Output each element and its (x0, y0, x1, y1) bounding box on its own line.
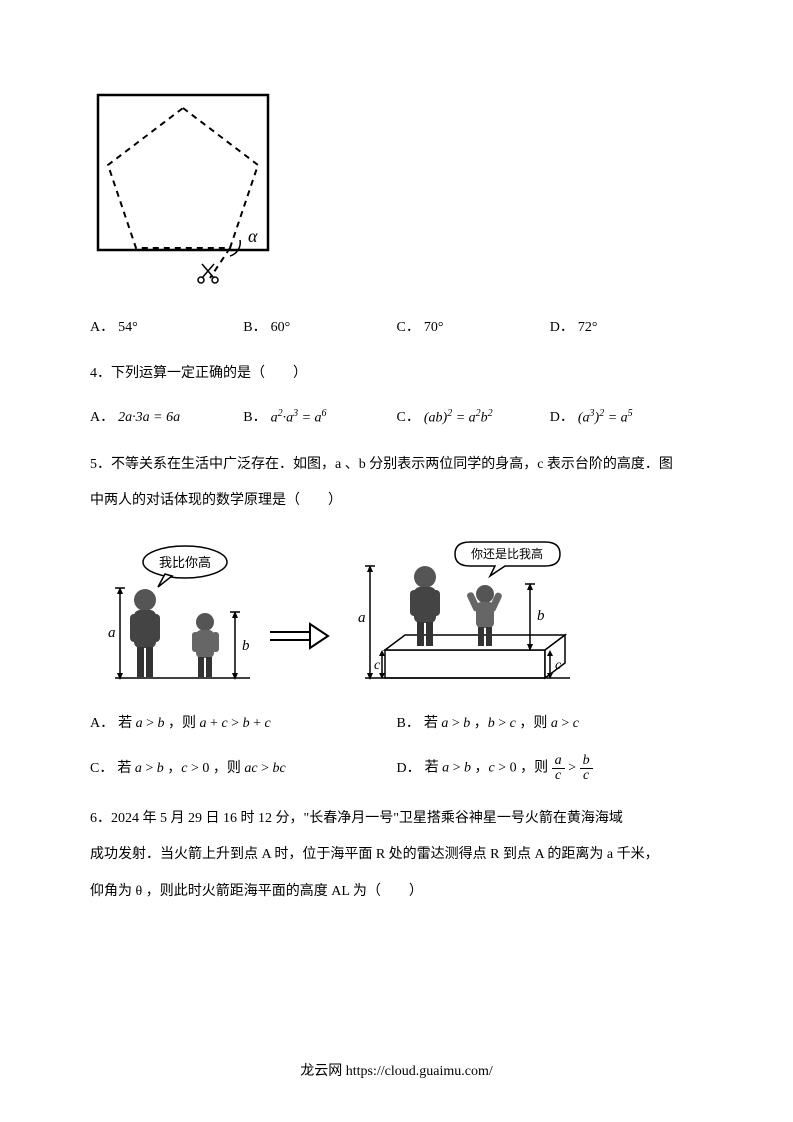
cut-line (210, 248, 230, 278)
tall-person-right (410, 566, 440, 646)
opt-prefix: B． (243, 317, 266, 338)
left-scene: 我比你高 (108, 546, 250, 680)
scissors-icon (198, 264, 218, 283)
opt-prefix: A． (90, 407, 114, 428)
short-person-left (192, 613, 219, 677)
label-a-left: a (108, 625, 116, 641)
opt-prefix: A． (90, 317, 114, 338)
opt-text: 若 a > b ，c > 0 ，则 a c > b c (425, 754, 593, 783)
q3-options: A． 54° B． 60° C． 70° D． 72° (90, 317, 703, 338)
q4-option-b: B． a2·a3 = a6 (243, 406, 396, 429)
opt-text: 若 a > b ，b > c ，则 a > c (424, 713, 579, 734)
label-c-left: c (374, 658, 381, 673)
opt-text: 若 a > b ，c > 0 ，则 ac > bc (117, 758, 285, 779)
q6-line2: 成功发射．当火箭上升到点 A 时，位于海平面 R 处的雷达测得点 R 到点 A … (90, 837, 703, 873)
opt-value: 72° (578, 317, 598, 338)
q4-option-a: A． 2a·3a = 6a (90, 406, 243, 429)
arrow-head-icon (232, 673, 238, 680)
opt-expr: a2·a3 = a6 (271, 406, 327, 429)
pentagon-figure: α (90, 90, 703, 297)
q5-option-a: A． 若 a > b ，则 a + c > b + c (90, 713, 397, 734)
q3-option-d: D． 72° (550, 317, 703, 338)
q4-option-d: D． (a3)2 = a5 (550, 406, 703, 429)
q4-options: A． 2a·3a = 6a B． a2·a3 = a6 C． (ab)2 = a… (90, 406, 703, 429)
label-c-right: c (555, 658, 562, 673)
q5-options: A． 若 a > b ，则 a + c > b + c B． 若 a > b ，… (90, 713, 703, 783)
pentagon-svg: α (90, 90, 280, 290)
q5-line2: 中两人的对话体现的数学原理是（ ） (90, 483, 703, 519)
q5-line1: 5．不等关系在生活中广泛存在．如图，a 、b 分别表示两位同学的身高，c 表示台… (90, 447, 703, 483)
opt-prefix: B． (243, 407, 266, 428)
q6-line3: 仰角为 θ ，则此时火箭距海平面的高度 AL 为（ ） (90, 874, 703, 910)
pentagon-dashed (108, 108, 258, 248)
opt-value: 54° (118, 317, 138, 338)
opt-value: 60° (271, 317, 291, 338)
q5-illustration: 我比你高 (90, 532, 703, 699)
implies-arrow-icon (270, 624, 328, 648)
opt-value: 70° (424, 317, 444, 338)
q4-text: 4．下列运算一定正确的是（ ） (90, 356, 703, 392)
label-a-right: a (358, 610, 366, 626)
q5-option-b: B． 若 a > b ，b > c ，则 a > c (397, 713, 704, 734)
opt-prefix: D． (550, 407, 574, 428)
fraction-b-c: b c (580, 754, 593, 783)
fraction-a-c: a c (552, 754, 565, 783)
square-outline (98, 95, 268, 250)
arrow-head-icon (117, 673, 123, 680)
platform (385, 635, 565, 678)
bubble-text-right: 你还是比我高 (471, 546, 543, 561)
opt-expr: 2a·3a = 6a (118, 407, 180, 428)
tall-person-left (130, 589, 160, 677)
q5-option-d: D． 若 a > b ，c > 0 ，则 a c > b c (397, 754, 704, 783)
label-b-right: b (537, 608, 545, 624)
angle-label: α (248, 226, 258, 246)
right-scene: 你还是比我高 (358, 542, 570, 680)
opt-prefix: C． (397, 407, 420, 428)
q3-option-c: C． 70° (397, 317, 550, 338)
q3-option-b: B． 60° (243, 317, 396, 338)
opt-prefix: B． (397, 713, 420, 734)
q3-option-a: A． 54° (90, 317, 243, 338)
label-b-left: b (242, 638, 250, 654)
opt-prefix: C． (397, 317, 420, 338)
opt-text: 若 a > b ，则 a + c > b + c (118, 713, 271, 734)
opt-prefix: A． (90, 713, 114, 734)
page-footer: 龙云网 https://cloud.guaimu.com/ (0, 1061, 793, 1082)
q6-line1: 6．2024 年 5 月 29 日 16 时 12 分，"长春净月一号"卫星搭乘… (90, 801, 703, 837)
q5-option-c: C． 若 a > b ，c > 0 ，则 ac > bc (90, 754, 397, 783)
opt-expr: (a3)2 = a5 (578, 406, 633, 429)
opt-expr: (ab)2 = a2b2 (424, 406, 493, 429)
bubble-tail-left (158, 574, 172, 587)
opt-prefix: D． (550, 317, 574, 338)
opt-prefix: D． (397, 758, 421, 779)
bubble-text-left: 我比你高 (159, 555, 211, 570)
q5-svg: 我比你高 (90, 532, 610, 692)
q4-option-c: C． (ab)2 = a2b2 (397, 406, 550, 429)
opt-prefix: C． (90, 758, 113, 779)
